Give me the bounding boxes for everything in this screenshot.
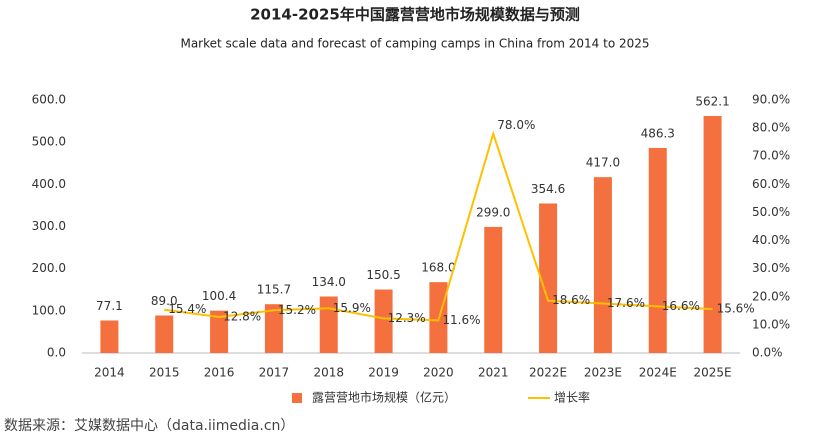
y2-tick-label: 0.0%	[752, 346, 783, 360]
x-tick-label: 2023E	[584, 366, 622, 380]
bar-value-label: 134.0	[312, 275, 346, 289]
y2-tick-label: 30.0%	[752, 261, 790, 275]
line-value-label: 15.4%	[168, 302, 206, 316]
x-tick-label: 2019	[368, 366, 399, 380]
y2-tick-label: 20.0%	[752, 289, 790, 303]
y-tick-label: 400.0	[32, 177, 66, 191]
bar	[319, 296, 338, 353]
legend-swatch	[292, 393, 302, 403]
line-value-label: 15.9%	[333, 301, 371, 315]
x-tick-label: 2024E	[639, 366, 677, 380]
y-tick-label: 500.0	[32, 135, 66, 149]
bar-value-label: 486.3	[641, 126, 675, 140]
line-value-label: 12.8%	[223, 310, 261, 324]
line-value-label: 18.6%	[552, 293, 590, 307]
legend-label: 露营营地市场规模（亿元）	[312, 390, 456, 405]
bar-value-label: 299.0	[476, 205, 510, 219]
y2-tick-label: 80.0%	[752, 121, 790, 135]
y2-tick-label: 70.0%	[752, 149, 790, 163]
bar	[155, 315, 174, 353]
y2-tick-label: 40.0%	[752, 233, 790, 247]
bar	[703, 115, 722, 353]
x-tick-label: 2015	[149, 366, 180, 380]
chart-subtitle: Market scale data and forecast of campin…	[180, 37, 649, 51]
bar-value-label: 100.4	[202, 289, 236, 303]
chart-title: 2014-2025年中国露营营地市场规模数据与预测	[250, 6, 580, 24]
x-tick-label: 2021	[478, 366, 509, 380]
bar	[539, 203, 558, 353]
bar-value-label: 562.1	[695, 94, 729, 108]
x-tick-label: 2025E	[694, 366, 732, 380]
x-tick-label: 2016	[204, 366, 235, 380]
y-tick-label: 300.0	[32, 219, 66, 233]
line-value-label: 17.6%	[607, 296, 645, 310]
x-tick-label: 2020	[423, 366, 454, 380]
bar-value-label: 417.0	[586, 156, 620, 170]
x-tick-label: 2014	[94, 366, 125, 380]
y2-tick-label: 50.0%	[752, 205, 790, 219]
bar	[210, 310, 229, 353]
x-tick-label: 2022E	[529, 366, 567, 380]
x-tick-label: 2018	[313, 366, 344, 380]
legend-label: 增长率	[554, 390, 590, 405]
line-value-label: 12.3%	[388, 311, 426, 325]
bar-value-label: 150.5	[366, 268, 400, 282]
bar-value-label: 77.1	[96, 299, 123, 313]
growth-line	[164, 130, 713, 322]
bar-value-label: 115.7	[257, 283, 291, 297]
y2-tick-label: 90.0%	[752, 93, 790, 107]
bar-value-label: 89.0	[151, 294, 178, 308]
bar	[100, 320, 119, 353]
bar-value-label: 168.0	[421, 261, 455, 275]
bar	[264, 304, 283, 353]
bar-value-label: 354.6	[531, 182, 565, 196]
y-tick-label: 600.0	[32, 93, 66, 107]
y-tick-label: 0.0	[47, 346, 66, 360]
bar	[484, 226, 503, 353]
bar	[374, 289, 393, 353]
y2-tick-label: 60.0%	[752, 177, 790, 191]
line-value-label: 78.0%	[497, 118, 535, 132]
line-value-label: 15.2%	[278, 303, 316, 317]
line-value-label: 11.6%	[442, 313, 480, 327]
y2-tick-label: 10.0%	[752, 317, 790, 331]
bar	[648, 147, 667, 353]
line-value-label: 16.6%	[662, 299, 700, 313]
bar	[593, 177, 612, 353]
x-tick-label: 2017	[259, 366, 290, 380]
source: 数据来源：艾媒数据中心（data.iimedia.cn）	[4, 418, 294, 434]
y-tick-label: 200.0	[32, 261, 66, 275]
line-value-label: 15.6%	[717, 302, 755, 316]
y-tick-label: 100.0	[32, 303, 66, 317]
